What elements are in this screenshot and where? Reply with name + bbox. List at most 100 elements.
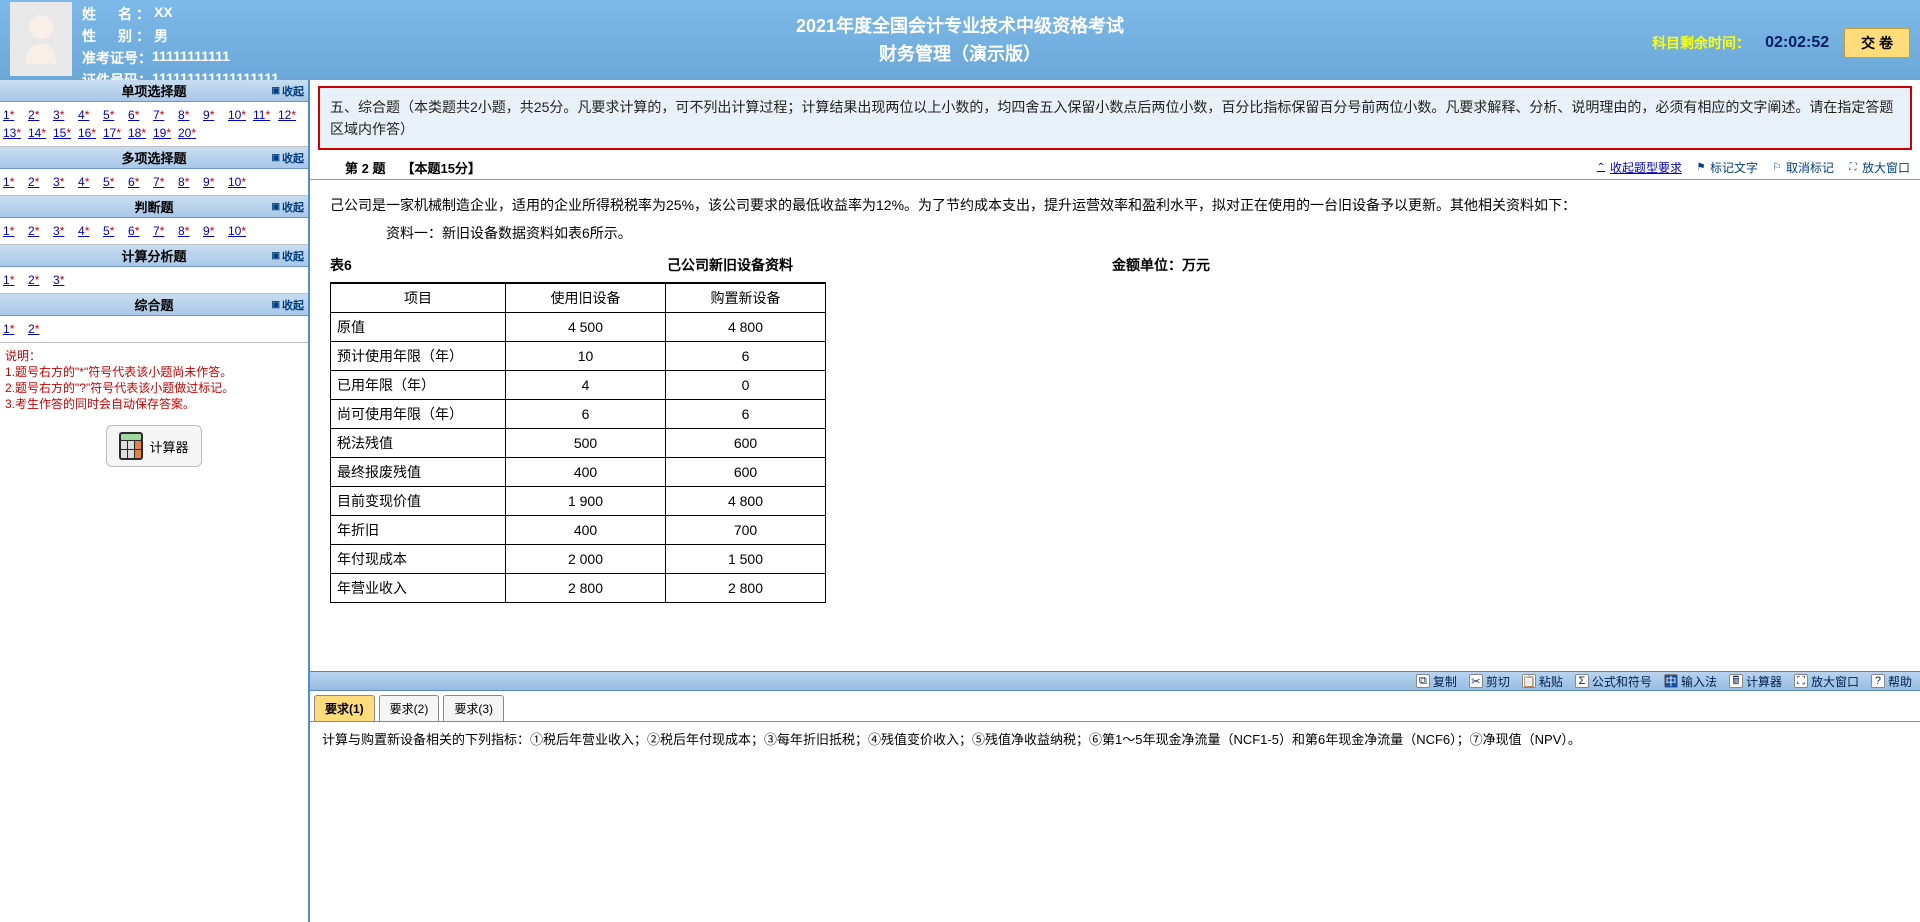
table-cell: 1 500	[666, 545, 826, 574]
table-header: 购置新设备	[666, 283, 826, 313]
question-link[interactable]: 7*	[153, 106, 178, 124]
question-grid: 1*2*3*4*5*6*7*8*9*10*11*12*13*14*15*16*1…	[0, 102, 308, 147]
question-link[interactable]: 1*	[3, 320, 28, 338]
question-link[interactable]: 2*	[28, 222, 53, 240]
question-link[interactable]: 6*	[128, 106, 153, 124]
question-link[interactable]: 9*	[203, 222, 228, 240]
table-row: 尚可使用年限（年）66	[331, 400, 826, 429]
hide-requirement-link[interactable]: ⌃收起题型要求	[1594, 159, 1682, 176]
table-cell: 6	[666, 342, 826, 371]
question-link[interactable]: 16*	[78, 124, 103, 142]
exam-title-line1: 2021年度全国会计专业技术中级资格考试	[796, 12, 1124, 40]
toolbar-calculator-button[interactable]: 🖩计算器	[1729, 673, 1782, 690]
table-row: 最终报废残值400600	[331, 458, 826, 487]
question-link[interactable]: 8*	[178, 173, 203, 191]
question-link[interactable]: 11*	[253, 106, 278, 124]
table-cell: 6	[506, 400, 666, 429]
question-link[interactable]: 6*	[128, 222, 153, 240]
enlarge-window-button[interactable]: ⛶放大窗口	[1846, 159, 1910, 176]
question-link[interactable]: 13*	[3, 124, 28, 142]
question-link[interactable]: 15*	[53, 124, 78, 142]
data-table: 项目使用旧设备购置新设备 原值4 5004 800预计使用年限（年）106已用年…	[330, 282, 826, 603]
question-link[interactable]: 17*	[103, 124, 128, 142]
expand-icon: ⛶	[1846, 161, 1860, 175]
question-link[interactable]: 3*	[53, 222, 78, 240]
question-link[interactable]: 1*	[3, 271, 28, 289]
collapse-button[interactable]: ▣收起	[271, 297, 304, 313]
collapse-button[interactable]: ▣收起	[271, 199, 304, 215]
question-link[interactable]: 3*	[53, 271, 78, 289]
requirement-tab[interactable]: 要求(3)	[443, 695, 504, 721]
question-link[interactable]: 10*	[228, 173, 253, 191]
table-cell: 1 900	[506, 487, 666, 516]
question-link[interactable]: 8*	[178, 222, 203, 240]
question-link[interactable]: 9*	[203, 106, 228, 124]
question-link[interactable]: 10*	[228, 222, 253, 240]
notes-title: 说明：	[5, 348, 303, 364]
collapse-button[interactable]: ▣收起	[271, 83, 304, 99]
requirement-tab[interactable]: 要求(2)	[379, 695, 440, 721]
section-title: 判断题	[134, 197, 173, 216]
collapse-icon: ▣	[271, 299, 280, 310]
question-link[interactable]: 5*	[103, 222, 128, 240]
question-link[interactable]: 2*	[28, 271, 53, 289]
table-cell: 500	[506, 429, 666, 458]
exam-title-line2: 财务管理（演示版）	[796, 40, 1124, 68]
requirement-tabs: 要求(1)要求(2)要求(3)	[310, 691, 1920, 722]
requirement-tab[interactable]: 要求(1)	[314, 695, 375, 721]
calculator-button[interactable]: 计算器	[106, 425, 201, 467]
ime-icon: 中	[1664, 674, 1678, 688]
chevron-up-icon: ⌃	[1594, 161, 1608, 175]
unmark-button[interactable]: ⚐取消标记	[1770, 159, 1834, 176]
question-link[interactable]: 12*	[278, 106, 303, 124]
question-link[interactable]: 7*	[153, 222, 178, 240]
question-link[interactable]: 5*	[103, 173, 128, 191]
question-link[interactable]: 19*	[153, 124, 178, 142]
section-header: 计算分析题▣收起	[0, 245, 308, 267]
question-link[interactable]: 1*	[3, 222, 28, 240]
collapse-icon: ▣	[271, 201, 280, 212]
question-link[interactable]: 20*	[178, 124, 203, 142]
ticket-label: 准考证号：	[82, 48, 152, 68]
table-cell: 4 800	[666, 487, 826, 516]
question-link[interactable]: 3*	[53, 106, 78, 124]
question-link[interactable]: 7*	[153, 173, 178, 191]
note-2: 2.题号右方的"?"符号代表该小题做过标记。	[5, 380, 303, 396]
collapse-button[interactable]: ▣收起	[271, 248, 304, 264]
question-link[interactable]: 9*	[203, 173, 228, 191]
gender-value: 男	[154, 26, 168, 46]
question-link[interactable]: 1*	[3, 173, 28, 191]
cut-button[interactable]: ✂剪切	[1469, 673, 1510, 690]
paste-button[interactable]: 📋粘贴	[1522, 673, 1563, 690]
question-link[interactable]: 4*	[78, 173, 103, 191]
question-link[interactable]: 4*	[78, 106, 103, 124]
formula-button[interactable]: Σ公式和符号	[1575, 673, 1652, 690]
mark-text-button[interactable]: ⚑标记文字	[1694, 159, 1758, 176]
help-button[interactable]: ?帮助	[1871, 673, 1912, 690]
toolbar-enlarge-button[interactable]: ⛶放大窗口	[1794, 673, 1859, 690]
question-link[interactable]: 18*	[128, 124, 153, 142]
submit-button[interactable]: 交 卷	[1844, 28, 1910, 58]
question-link[interactable]: 6*	[128, 173, 153, 191]
input-method-button[interactable]: 中输入法	[1664, 673, 1717, 690]
section-header: 判断题 ▣收起	[0, 196, 308, 218]
exam-title: 2021年度全国会计专业技术中级资格考试 财务管理（演示版）	[796, 12, 1124, 68]
copy-button[interactable]: ⧉复制	[1416, 673, 1457, 690]
question-link[interactable]: 5*	[103, 106, 128, 124]
question-link[interactable]: 4*	[78, 222, 103, 240]
section-header: 多项选择题▣收起	[0, 147, 308, 169]
question-link[interactable]: 3*	[53, 173, 78, 191]
flag-icon: ⚑	[1694, 161, 1708, 175]
collapse-button[interactable]: ▣收起	[271, 150, 304, 166]
question-link[interactable]: 2*	[28, 106, 53, 124]
question-link[interactable]: 8*	[178, 106, 203, 124]
question-link[interactable]: 10*	[228, 106, 253, 124]
user-info: 姓 名：XX 性 别：男 准考证号：11111111111 证件号码：11111…	[82, 2, 279, 90]
question-link[interactable]: 14*	[28, 124, 53, 142]
question-link[interactable]: 2*	[28, 173, 53, 191]
question-link[interactable]: 2*	[28, 320, 53, 338]
table-number: 表6	[330, 252, 570, 278]
table-cell: 2 000	[506, 545, 666, 574]
question-link[interactable]: 1*	[3, 106, 28, 124]
cut-icon: ✂	[1469, 674, 1483, 688]
